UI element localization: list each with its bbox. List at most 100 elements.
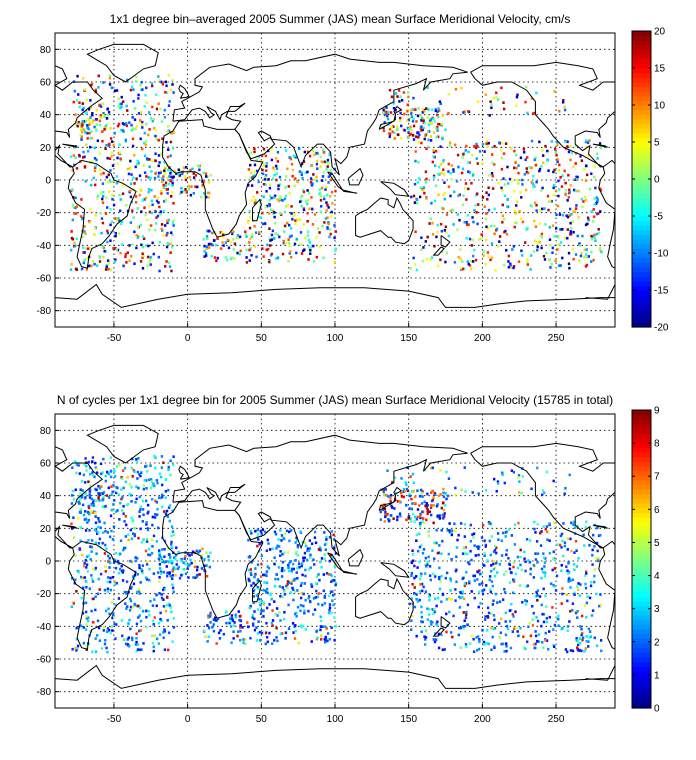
- data-cell: [453, 643, 457, 646]
- data-cell: [171, 530, 175, 533]
- data-cell: [514, 572, 517, 576]
- data-cell: [114, 258, 117, 262]
- data-cell: [527, 559, 530, 562]
- data-cell: [157, 164, 160, 168]
- data-cell: [166, 515, 170, 518]
- data-cell: [93, 528, 97, 532]
- data-cell: [301, 562, 304, 565]
- data-cell: [87, 616, 90, 620]
- data-cell: [525, 85, 528, 89]
- data-cell: [328, 594, 331, 598]
- data-cell: [152, 482, 155, 486]
- colorbar-segment: [632, 294, 651, 300]
- data-cell: [271, 609, 274, 612]
- colorbar-segment: [632, 521, 651, 528]
- colorbar-segment: [632, 498, 651, 504]
- data-cell: [418, 504, 421, 507]
- data-cell: [129, 599, 133, 603]
- data-cell: [545, 605, 548, 608]
- data-cell: [230, 614, 234, 617]
- data-cell: [518, 584, 522, 587]
- data-cell: [229, 620, 232, 623]
- data-cell: [102, 505, 106, 509]
- data-cell: [416, 566, 419, 569]
- data-cell: [471, 153, 474, 157]
- data-cell: [135, 233, 138, 237]
- data-cell: [124, 252, 128, 256]
- colorbar-segment: [632, 91, 651, 97]
- data-cell: [111, 490, 114, 494]
- data-cell: [80, 596, 83, 600]
- data-cell: [570, 521, 573, 525]
- data-cell: [109, 469, 113, 473]
- data-cell: [460, 171, 464, 175]
- data-cell: [517, 521, 520, 525]
- data-cell: [136, 590, 139, 594]
- data-cell: [319, 198, 323, 202]
- data-cell: [576, 588, 580, 591]
- data-cell: [590, 172, 593, 176]
- data-cell: [84, 111, 88, 115]
- data-cell: [463, 466, 466, 469]
- coastline: [178, 84, 190, 99]
- data-cell: [574, 611, 578, 615]
- data-cell: [113, 131, 116, 135]
- data-cell: [158, 549, 161, 552]
- data-cell: [150, 199, 154, 203]
- data-cell: [128, 492, 131, 496]
- data-cell: [421, 116, 424, 120]
- data-cell: [281, 552, 284, 556]
- data-cell: [400, 137, 403, 140]
- data-cell: [492, 614, 496, 617]
- data-cell: [412, 559, 415, 563]
- data-cell: [379, 518, 383, 521]
- data-cell: [280, 539, 283, 542]
- data-cell: [80, 267, 84, 271]
- data-cell: [423, 521, 426, 525]
- data-cell: [402, 91, 406, 94]
- data-cell: [132, 99, 135, 103]
- data-cell: [542, 556, 546, 559]
- data-cell: [272, 196, 276, 199]
- data-cell: [81, 489, 84, 492]
- data-cell: [292, 214, 295, 218]
- data-cell: [452, 223, 455, 226]
- data-cell: [169, 251, 172, 255]
- data-cell: [322, 256, 325, 260]
- data-cell: [105, 117, 109, 120]
- data-cell: [564, 236, 567, 240]
- data-cell: [585, 145, 588, 149]
- data-cell: [421, 589, 424, 593]
- data-cell: [101, 130, 104, 133]
- data-cell: [334, 249, 337, 252]
- data-cell: [109, 588, 113, 592]
- data-cell: [415, 268, 419, 272]
- data-cell: [181, 172, 184, 176]
- data-cell: [490, 106, 493, 110]
- data-cell: [425, 506, 428, 510]
- data-cell: [516, 566, 520, 570]
- data-cell: [484, 615, 487, 618]
- colorbar-segment: [632, 220, 651, 226]
- data-cell: [451, 635, 454, 639]
- data-cell: [595, 152, 599, 156]
- data-cell: [325, 572, 329, 575]
- data-cell: [114, 491, 118, 495]
- data-cell: [160, 596, 164, 600]
- data-cell: [151, 484, 154, 487]
- data-cell: [415, 201, 419, 205]
- data-cell: [416, 508, 420, 511]
- data-cell: [77, 500, 80, 504]
- data-cell: [265, 635, 269, 639]
- data-cell: [253, 588, 256, 591]
- colorbar-segment: [632, 670, 651, 677]
- data-cell: [458, 606, 462, 609]
- data-cell: [89, 116, 92, 119]
- data-cell: [430, 108, 434, 112]
- data-cell: [306, 189, 309, 192]
- data-cell: [521, 600, 524, 604]
- data-cell: [114, 217, 117, 220]
- colorbar-tick-label: 2: [654, 637, 660, 648]
- data-cell: [296, 180, 299, 184]
- data-cell: [79, 492, 82, 495]
